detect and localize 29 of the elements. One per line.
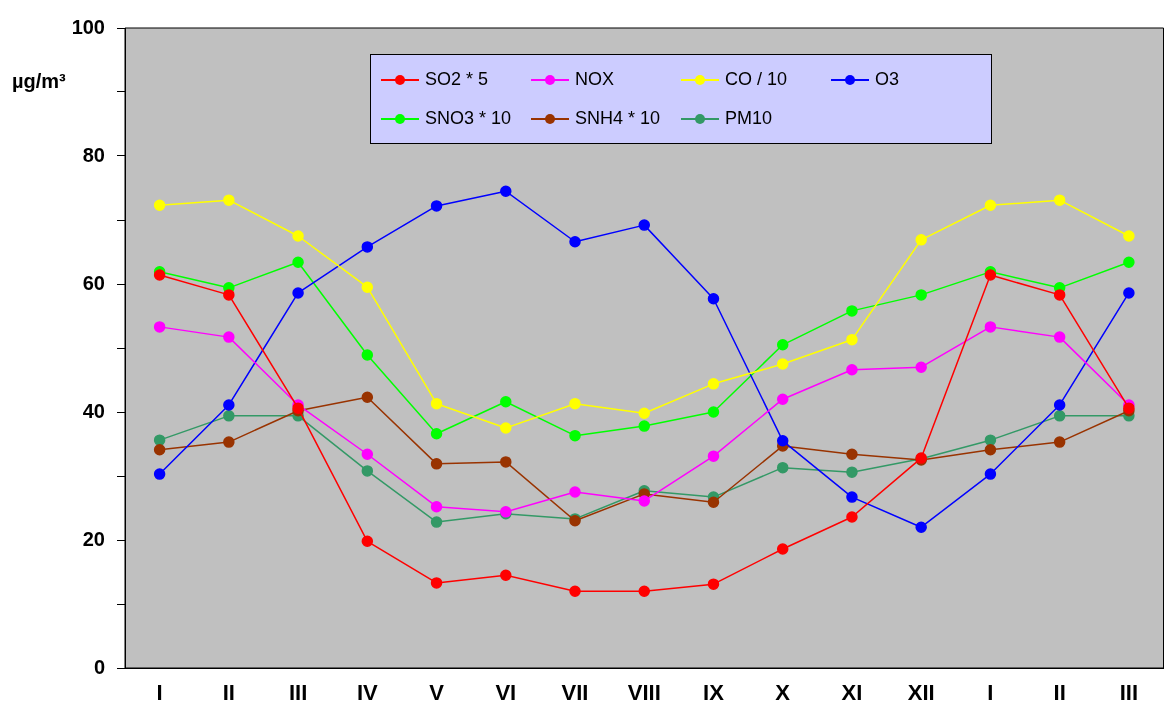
x-tick-label: VI xyxy=(495,680,517,706)
y-axis-title: µg/m³ xyxy=(12,70,66,93)
legend-label: O3 xyxy=(875,69,900,90)
x-tick-label: XII xyxy=(907,680,935,706)
x-tick-label: IV xyxy=(356,680,379,706)
x-tick-label: I xyxy=(156,680,163,706)
legend-label: PM10 xyxy=(725,108,773,129)
x-tick-label: II xyxy=(1053,680,1066,706)
legend-label: NOX xyxy=(575,69,615,90)
y-tick-label: 100 xyxy=(71,15,105,38)
x-tick-label: III xyxy=(288,680,308,706)
x-tick-label: VIII xyxy=(627,680,661,706)
x-tick-label: X xyxy=(775,680,791,706)
y-tick-label: 0 xyxy=(93,655,105,678)
legend-label: SNH4 * 10 xyxy=(575,108,661,129)
y-tick-label: 80 xyxy=(82,143,105,166)
x-tick-label: II xyxy=(222,680,235,706)
y-tick-label: 60 xyxy=(82,271,105,294)
x-tick-label: V xyxy=(429,680,445,706)
legend-label: SO2 * 5 xyxy=(425,69,489,90)
y-tick-label: 40 xyxy=(82,399,105,422)
x-tick-label: XI xyxy=(841,680,863,706)
x-tick-label: III xyxy=(1119,680,1139,706)
x-tick-label: IX xyxy=(703,680,725,706)
legend-label: CO / 10 xyxy=(725,69,788,90)
legend-label: SNO3 * 10 xyxy=(425,108,512,129)
y-tick-label: 20 xyxy=(82,527,105,550)
x-tick-label: I xyxy=(987,680,994,706)
x-tick-label: VII xyxy=(561,680,589,706)
